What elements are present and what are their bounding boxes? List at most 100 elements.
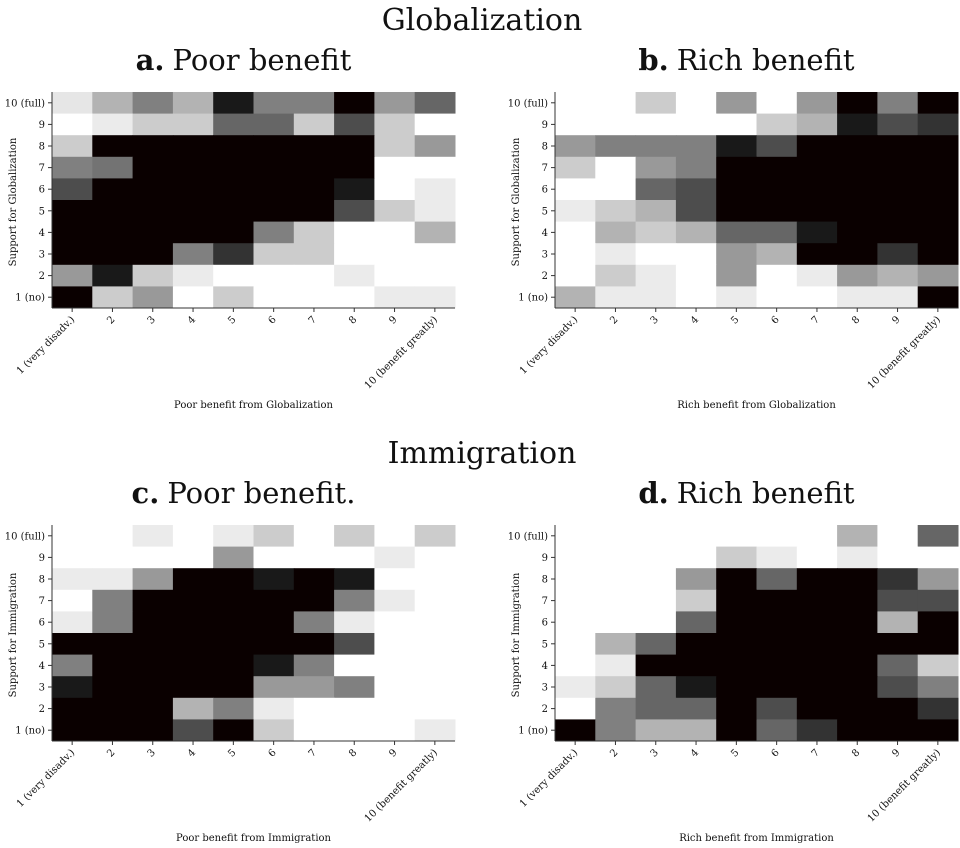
heatmap-cell [92, 286, 134, 309]
heatmap-cell [92, 589, 134, 612]
heatmap-cell [253, 221, 295, 244]
heatmap-cell [675, 156, 717, 179]
x-tick-label: 7 [307, 747, 319, 759]
x-tick-label: 1 (very disadv.) [518, 747, 580, 809]
heatmap-cell [414, 243, 456, 266]
heatmap-cell [374, 264, 416, 287]
heatmap-cell [172, 697, 214, 720]
y-tick-label: 4 [542, 228, 548, 239]
heatmap-cell [293, 221, 335, 244]
heatmap-cell [555, 264, 596, 287]
heatmap-cell [92, 92, 134, 115]
heatmap-cell [595, 156, 637, 179]
heatmap-cell [837, 264, 878, 287]
x-tick-label: 5 [226, 747, 238, 759]
x-tick-label: 9 [890, 314, 902, 326]
heatmap-cell [837, 221, 878, 244]
heatmap-cell [213, 135, 254, 158]
heatmap-cell [92, 156, 134, 179]
y-tick-label: 9 [542, 120, 548, 131]
heatmap-cell [635, 546, 677, 569]
heatmap-cell [635, 286, 677, 309]
heatmap-cell [172, 243, 214, 266]
heatmap-cell [52, 178, 93, 201]
y-tick-label: 7 [542, 163, 548, 174]
heatmap-cell [132, 286, 174, 309]
section-title: Immigration [388, 436, 577, 471]
heatmap-cell [716, 92, 757, 115]
heatmap-cell [635, 697, 677, 720]
heatmap-cell [917, 243, 959, 266]
heatmap-cell [917, 611, 959, 634]
heatmap-cell [716, 568, 757, 591]
chart-title-text: Poor benefit [172, 43, 351, 77]
heatmap-cell [555, 546, 596, 569]
heatmap-cell [595, 178, 637, 201]
heatmap-cell [52, 676, 93, 699]
heatmap-cell [172, 589, 214, 612]
heatmap-cell [595, 654, 637, 677]
heatmap-cell [796, 611, 838, 634]
heatmap-cell [334, 546, 375, 569]
heatmap-cell [917, 697, 959, 720]
heatmap-cell [52, 654, 93, 677]
heatmap-cell [334, 92, 375, 115]
heatmap-cell [756, 178, 798, 201]
heatmap-cell [555, 286, 596, 309]
heatmap-cell [796, 676, 838, 699]
heatmap-cell [172, 676, 214, 699]
heatmap-cell [414, 654, 456, 677]
heatmap-cell [213, 200, 254, 223]
heatmap-cell [877, 92, 919, 115]
y-tick-label: 5 [39, 206, 45, 217]
x-tick-label: 4 [689, 747, 701, 759]
heatmap-cell [414, 719, 456, 742]
heatmap-cell [635, 178, 677, 201]
x-tick-label: 8 [850, 747, 862, 759]
heatmap-cell [595, 546, 637, 569]
heatmap-cell [52, 525, 93, 548]
y-tick-label: 5 [39, 639, 45, 650]
heatmap-cell [796, 92, 838, 115]
heatmap-cell [374, 200, 416, 223]
heatmap-cell [414, 113, 456, 136]
x-axis-title: Poor benefit from Globalization [174, 400, 333, 411]
heatmap-cell [293, 113, 335, 136]
heatmap-cell [756, 243, 798, 266]
y-tick-label: 1 (no) [15, 726, 45, 737]
heatmap-cell [716, 243, 757, 266]
heatmap-cell [172, 633, 214, 656]
heatmap-cell [756, 654, 798, 677]
heatmap-cell [172, 719, 214, 742]
x-tick-label: 1 (very disadv.) [15, 314, 77, 376]
heatmap-cell [917, 92, 959, 115]
heatmap-cell [172, 221, 214, 244]
heatmap-cell [837, 676, 878, 699]
heatmap-cell [675, 611, 717, 634]
heatmap-cell [756, 697, 798, 720]
heatmap-cell [796, 719, 838, 742]
heatmap-cell [132, 113, 174, 136]
heatmap-cell [917, 633, 959, 656]
heatmap-cell [132, 546, 174, 569]
heatmap-cell [555, 611, 596, 634]
heatmap-cell [877, 654, 919, 677]
y-tick-label: 3 [542, 683, 548, 694]
chart-label: a. [136, 43, 165, 77]
heatmap-cell [132, 568, 174, 591]
heatmap-cell [917, 221, 959, 244]
heatmap-cell [92, 200, 134, 223]
heatmap-cell [334, 113, 375, 136]
heatmap-cell [414, 611, 456, 634]
heatmap-cell [334, 286, 375, 309]
heatmap-cell [917, 156, 959, 179]
heatmap-cell [374, 633, 416, 656]
x-tick-label: 1 (very disadv.) [518, 314, 580, 376]
heatmap-cell [213, 676, 254, 699]
heatmap-cell [52, 264, 93, 287]
heatmap-cell [52, 113, 93, 136]
heatmap-cell [796, 568, 838, 591]
x-tick-label: 2 [608, 314, 620, 326]
chart-title: b. Rich benefit [638, 43, 855, 77]
heatmap-cell [716, 611, 757, 634]
